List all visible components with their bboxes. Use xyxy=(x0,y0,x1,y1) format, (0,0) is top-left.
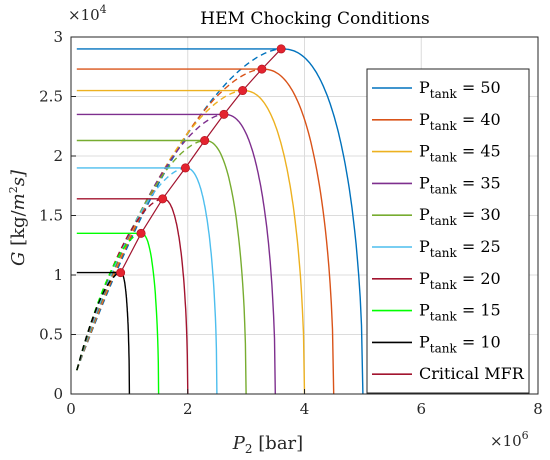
series-line xyxy=(76,48,364,395)
series-dashed-line xyxy=(76,89,243,371)
x-axis-label: P2 [bar] xyxy=(232,433,303,456)
legend-label-suffix: = 40 xyxy=(457,110,501,129)
y-label-unit-pre: [kg/ xyxy=(8,209,29,251)
legend-label-sub: tank xyxy=(430,214,458,228)
y-label-unit-post: s] xyxy=(8,169,29,186)
legend-label-sub: tank xyxy=(430,246,458,260)
critical-point-marker xyxy=(200,136,210,146)
critical-point-marker xyxy=(276,44,286,54)
legend-label-suffix: = 50 xyxy=(457,78,501,97)
critical-markers xyxy=(116,44,286,278)
legend-label: Ptank = 30 xyxy=(419,205,501,228)
legend-label-main: P xyxy=(419,205,430,224)
x-tick-label: 0 xyxy=(66,400,76,418)
y-tick-label: 3 xyxy=(53,28,63,46)
legend-label-sub: tank xyxy=(430,182,458,196)
legend-label-suffix: = 15 xyxy=(457,301,501,320)
legend-label-main: P xyxy=(419,332,430,351)
legend-label-suffix: = 10 xyxy=(457,332,501,351)
y-multiplier: ×104 xyxy=(68,3,107,24)
legend-label-sub: tank xyxy=(430,119,458,133)
series-dashed-line xyxy=(76,113,224,371)
y-axis-label: G [kg/m2s] xyxy=(7,169,29,266)
critical-point-marker xyxy=(238,86,248,96)
legend-label: Critical MFR xyxy=(419,364,525,383)
series-line xyxy=(76,167,218,395)
legend-box xyxy=(366,68,530,394)
legend-label-suffix: = 45 xyxy=(457,142,501,161)
y-tick-label: 0.5 xyxy=(39,326,63,344)
y-tick-label: 2.5 xyxy=(39,88,63,106)
legend-label: Ptank = 45 xyxy=(419,142,501,165)
series-lines xyxy=(76,48,364,395)
x-label-unit: [bar] xyxy=(253,433,304,454)
y-tick-label: 2 xyxy=(53,147,63,165)
critical-point-marker xyxy=(219,109,229,119)
critical-point-marker xyxy=(116,268,126,278)
legend-label-sub: tank xyxy=(430,151,458,165)
legend-label-suffix: = 35 xyxy=(457,173,501,192)
legend-label-sub: tank xyxy=(430,278,458,292)
legend-label: Ptank = 25 xyxy=(419,237,501,260)
legend-label: Ptank = 40 xyxy=(419,110,501,133)
y-tick-label: 1.5 xyxy=(39,207,63,225)
dashed-curves xyxy=(76,48,282,371)
legend-label: Ptank = 50 xyxy=(419,78,501,101)
series-line xyxy=(76,113,276,395)
x-multiplier: ×106 xyxy=(490,429,529,450)
y-label-unit-exp: 2 xyxy=(7,186,20,193)
x-tick-label: 8 xyxy=(533,400,543,418)
ticks: 0 2 4 6 8 0 0.5 1 1.5 2 2.5 3 xyxy=(39,28,543,418)
chart-title: HEM Chocking Conditions xyxy=(200,9,429,29)
legend-label-sub: tank xyxy=(430,310,458,324)
series-dashed-line xyxy=(76,232,142,371)
y-tick-label: 1 xyxy=(53,266,63,284)
x-tick-label: 2 xyxy=(183,400,193,418)
x-tick-label: 6 xyxy=(416,400,426,418)
x-multiplier-base: ×10 xyxy=(490,432,522,450)
series-dashed-line xyxy=(76,48,282,371)
x-label-sub: 2 xyxy=(245,442,253,456)
legend-label-main: P xyxy=(419,173,430,192)
critical-point-marker xyxy=(136,228,146,238)
critical-point-marker xyxy=(180,163,190,173)
critical-mfr-line xyxy=(120,48,282,273)
legend-label: Ptank = 10 xyxy=(419,332,501,355)
legend-label-main: P xyxy=(419,301,430,320)
y-label-main: G xyxy=(8,252,29,266)
series-dashed-line xyxy=(76,198,163,371)
series-dashed-line xyxy=(76,139,205,371)
legend-label: Ptank = 15 xyxy=(419,301,501,324)
legend-label-main: P xyxy=(419,237,430,256)
y-multiplier-exp: 4 xyxy=(100,3,107,16)
legend-label-main: P xyxy=(419,269,430,288)
series-dashed-line xyxy=(76,68,262,371)
legend-label-main: P xyxy=(419,78,430,97)
x-label-main: P xyxy=(232,433,246,454)
legend-label-sub: tank xyxy=(430,341,458,355)
legend-label-main: P xyxy=(419,110,430,129)
series-line xyxy=(76,139,247,395)
legend-label-main: P xyxy=(419,142,430,161)
y-multiplier-base: ×10 xyxy=(68,6,100,24)
legend-label: Ptank = 20 xyxy=(419,269,501,292)
critical-point-marker xyxy=(257,64,267,74)
legend-label-suffix: = 25 xyxy=(457,237,501,256)
series-dashed-line xyxy=(76,271,121,371)
x-multiplier-exp: 6 xyxy=(522,429,529,442)
legend-label-sub: tank xyxy=(430,87,458,101)
series-line xyxy=(76,68,335,395)
critical-point-marker xyxy=(158,194,168,204)
legend-label-suffix: = 30 xyxy=(457,205,501,224)
legend-label: Ptank = 35 xyxy=(419,173,501,196)
series-line xyxy=(76,89,306,395)
x-tick-label: 4 xyxy=(300,400,310,418)
y-tick-label: 0 xyxy=(53,385,63,403)
legend-label-suffix: = 20 xyxy=(457,269,501,288)
y-label-unit-m: m xyxy=(8,193,29,210)
